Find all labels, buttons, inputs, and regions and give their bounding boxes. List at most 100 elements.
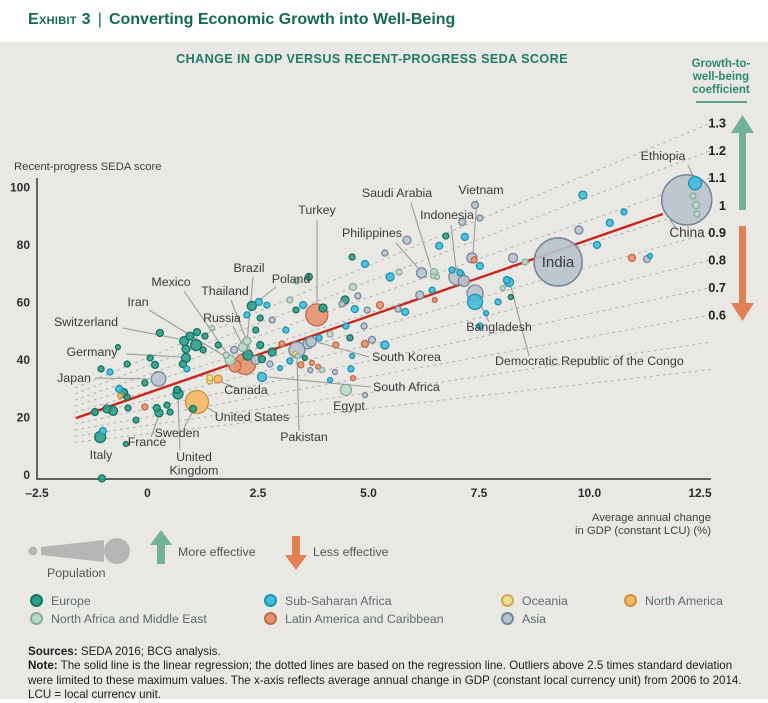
legend-label-ssa: Sub-Saharan Africa bbox=[285, 593, 392, 608]
leader-line-south-africa bbox=[267, 376, 372, 388]
less-effective-arrow-icon bbox=[731, 226, 754, 321]
data-point bbox=[106, 368, 114, 376]
point-poland bbox=[246, 300, 257, 312]
point-philippines bbox=[415, 267, 428, 279]
sources-label: Sources: bbox=[28, 645, 78, 658]
point-china bbox=[660, 174, 713, 226]
data-point bbox=[292, 306, 300, 314]
data-point bbox=[257, 354, 267, 364]
data-point bbox=[466, 293, 484, 311]
data-point bbox=[141, 379, 149, 387]
label-egypt: Egypt bbox=[333, 399, 365, 413]
y-tick-20: 20 bbox=[17, 411, 31, 425]
data-point bbox=[294, 352, 301, 360]
leader-line-ethiopia bbox=[687, 164, 694, 177]
coefficient-value-1.3: 1.3 bbox=[708, 116, 726, 131]
data-point bbox=[578, 190, 588, 200]
label-brazil: Brazil bbox=[234, 261, 265, 275]
data-point bbox=[354, 292, 362, 300]
legend-swatch-la bbox=[264, 612, 277, 625]
data-point bbox=[304, 272, 313, 282]
data-point bbox=[229, 345, 239, 355]
data-point bbox=[116, 392, 124, 400]
coefficient-header-line3: coefficient bbox=[692, 84, 750, 96]
data-point bbox=[301, 354, 309, 362]
data-point bbox=[349, 374, 357, 382]
label-italy: Italy bbox=[90, 448, 114, 462]
exhibit-number: Exhibit 3 bbox=[28, 11, 91, 28]
y-tick-0: 0 bbox=[23, 468, 30, 482]
data-point bbox=[385, 272, 395, 282]
data-point bbox=[691, 200, 701, 210]
data-point bbox=[347, 365, 355, 373]
data-point bbox=[458, 217, 467, 227]
page-title: Converting Economic Growth into Well-Bei… bbox=[108, 11, 456, 28]
coefficient-value-1.1: 1.1 bbox=[708, 170, 726, 185]
population-legend: Population bbox=[28, 538, 130, 580]
population-label: Population bbox=[47, 566, 106, 580]
data-point bbox=[348, 352, 356, 360]
label-united-kingdom: United bbox=[176, 450, 212, 464]
data-point bbox=[476, 322, 484, 330]
data-point bbox=[208, 324, 216, 332]
y-tick-100: 100 bbox=[10, 181, 30, 195]
label-united-states: United States bbox=[215, 410, 289, 424]
data-point bbox=[348, 282, 358, 292]
sources-text: SEDA 2016; BCG analysis. bbox=[77, 645, 221, 658]
more-effective-small-arrow-icon bbox=[150, 530, 172, 564]
data-point bbox=[507, 293, 514, 301]
data-point bbox=[214, 341, 222, 349]
note-text: The solid line is the linear regression;… bbox=[28, 659, 742, 701]
x-tick-0: 0 bbox=[144, 486, 151, 500]
dotted-regression-band-0 bbox=[74, 122, 712, 389]
coefficient-value-0.7: 0.7 bbox=[708, 280, 726, 295]
data-point bbox=[178, 359, 188, 369]
leader-line-pakistan bbox=[296, 357, 300, 432]
label-sweden: Sweden bbox=[155, 426, 200, 440]
data-point bbox=[256, 314, 264, 322]
data-point bbox=[402, 235, 412, 245]
data-point bbox=[124, 404, 132, 412]
point-canada bbox=[213, 374, 223, 384]
data-point bbox=[375, 300, 385, 310]
coefficient-value-1: 1 bbox=[719, 198, 726, 213]
data-point bbox=[326, 376, 334, 384]
y-tick-80: 80 bbox=[17, 238, 31, 252]
data-point bbox=[348, 253, 356, 261]
data-point bbox=[476, 214, 484, 222]
population-small-circle bbox=[28, 546, 38, 556]
data-point bbox=[122, 440, 129, 448]
leader-line-sweden bbox=[183, 412, 193, 429]
population-triangle bbox=[41, 540, 104, 562]
legend-item-na: North America bbox=[624, 593, 723, 608]
data-point bbox=[189, 338, 203, 352]
data-point bbox=[278, 340, 286, 348]
data-point bbox=[141, 403, 149, 411]
data-point bbox=[268, 316, 276, 324]
leader-line-japan bbox=[94, 377, 151, 380]
coefficient-value-0.6: 0.6 bbox=[708, 307, 726, 322]
data-point bbox=[574, 225, 584, 235]
legend-item-eu: Europe bbox=[30, 593, 91, 608]
leader-line-philippines bbox=[395, 242, 419, 269]
data-point bbox=[185, 331, 195, 341]
label-bangladesh: Bangladesh bbox=[466, 320, 532, 334]
data-point bbox=[342, 322, 350, 330]
label-mexico: Mexico bbox=[151, 275, 190, 289]
data-point bbox=[98, 426, 108, 436]
chart-title: CHANGE IN GDP VERSUS RECENT-PROGRESS SED… bbox=[176, 52, 568, 66]
data-point bbox=[395, 268, 403, 276]
data-point bbox=[394, 305, 402, 313]
data-point bbox=[338, 300, 346, 308]
data-point bbox=[206, 374, 214, 382]
data-point bbox=[163, 401, 171, 409]
data-point bbox=[132, 416, 140, 424]
data-point bbox=[314, 363, 322, 371]
leader-line-democratic-republic-of-the-congo bbox=[510, 286, 530, 357]
label-russia: Russia bbox=[203, 311, 241, 325]
data-point bbox=[115, 384, 124, 394]
label-philippines: Philippines bbox=[342, 226, 402, 240]
data-point bbox=[627, 253, 637, 263]
exhibit-title: Exhibit 3 | Converting Economic Growth int… bbox=[28, 11, 455, 29]
data-point bbox=[152, 403, 161, 413]
